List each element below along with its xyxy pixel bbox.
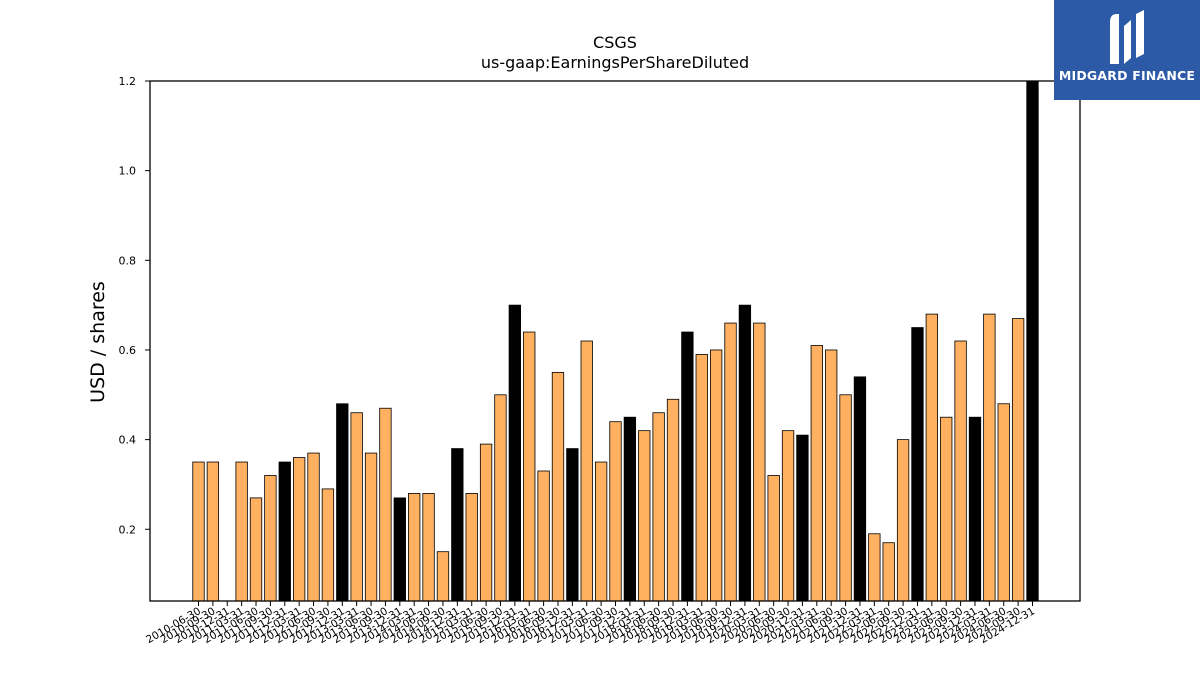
bar-2015-06-30	[479, 443, 493, 602]
bar-2018-03-31	[638, 430, 651, 602]
bar-2018-09-30	[666, 398, 680, 602]
bar-2023-12-31	[968, 416, 982, 602]
bar-2021-12-31	[853, 376, 867, 602]
chart-subtitle: us-gaap:EarningsPerShareDiluted	[481, 53, 749, 72]
bar-2013-09-30	[379, 407, 392, 602]
bar-2016-06-30	[537, 470, 550, 602]
bar-2011-03-31	[235, 461, 248, 602]
bar-2024-06-30	[997, 403, 1010, 602]
bar-2016-03-31	[523, 331, 536, 602]
bar-2017-09-30	[609, 421, 622, 602]
bar-2015-03-31	[465, 493, 478, 602]
bar-2014-09-30	[436, 551, 450, 602]
bar-2018-12-31	[681, 331, 694, 602]
chart-title: CSGS	[593, 33, 637, 52]
bar-2024-09-30	[1011, 318, 1025, 602]
bar-2015-12-31	[508, 304, 521, 602]
bar-2023-09-30	[954, 340, 967, 602]
bar-2022-06-30	[882, 542, 895, 602]
bar-2014-12-31	[451, 448, 464, 602]
bar-2022-12-31	[911, 327, 924, 602]
bar-2015-09-30	[494, 394, 507, 602]
y-ticks-group: 0.2 0.4 0.6 0.8 1.0 1.2	[119, 75, 150, 536]
bar-2021-03-31	[810, 345, 823, 602]
bar-2013-06-30	[364, 452, 378, 602]
bar-2012-12-31	[336, 403, 349, 602]
bar-2018-06-30	[652, 412, 665, 602]
bar-2017-03-31	[580, 340, 593, 602]
x-ticks-group: 2010-06-302010-09-302010-12-312011-03-31…	[144, 601, 1037, 646]
bar-2022-09-30	[896, 439, 910, 602]
bar-2011-12-31	[278, 461, 291, 602]
bar-2021-06-30	[825, 349, 838, 602]
y-tick-label: 0.2	[119, 523, 137, 536]
plot-frame	[149, 80, 1081, 602]
bar-2020-12-31	[796, 434, 809, 602]
y-axis-label: USD / shares	[87, 281, 109, 403]
y-tick-label: 0.4	[119, 434, 137, 447]
bar-2021-09-30	[839, 394, 852, 602]
brand-logo: MIDGARD FINANCE	[1054, 0, 1200, 100]
bar-2013-12-31	[393, 497, 406, 602]
bar-2019-03-31	[695, 354, 708, 602]
bar-2022-03-31	[868, 533, 881, 602]
bar-2023-06-30	[940, 416, 953, 602]
bar-2023-03-31	[925, 313, 938, 602]
y-tick-label: 0.8	[119, 254, 137, 267]
bar-2010-06-30	[192, 461, 205, 602]
bar-2012-06-30	[307, 452, 320, 602]
bar-2012-09-30	[321, 488, 335, 602]
y-tick-label: 1.2	[119, 75, 137, 88]
brand-name: MIDGARD FINANCE	[1058, 68, 1196, 83]
bar-2013-03-31	[350, 412, 363, 602]
bar-2016-09-30	[551, 371, 565, 602]
bar-2012-03-31	[292, 457, 306, 602]
bar-2016-12-31	[566, 448, 579, 602]
midgard-logo-icon	[1110, 10, 1144, 64]
bar-2017-12-31	[623, 416, 637, 602]
bar-2020-06-30	[767, 475, 780, 602]
bar-2017-06-30	[594, 461, 608, 602]
y-tick-label: 0.6	[119, 344, 137, 357]
bar-2020-09-30	[781, 430, 795, 602]
bar-2024-12-31	[1026, 80, 1039, 602]
bar-2024-03-31	[983, 313, 996, 602]
bars-group	[192, 80, 1039, 602]
bar-2011-09-30	[264, 475, 277, 602]
bar-2014-06-30	[422, 493, 435, 602]
bar-2014-03-31	[408, 493, 421, 602]
bar-2019-06-30	[710, 349, 723, 602]
bar-2011-06-30	[249, 497, 263, 602]
bar-2019-09-30	[724, 322, 737, 602]
bar-2019-12-31	[738, 304, 752, 602]
bar-2010-09-30	[206, 461, 220, 602]
bar-2020-03-31	[753, 322, 766, 602]
y-tick-label: 1.0	[119, 165, 137, 178]
